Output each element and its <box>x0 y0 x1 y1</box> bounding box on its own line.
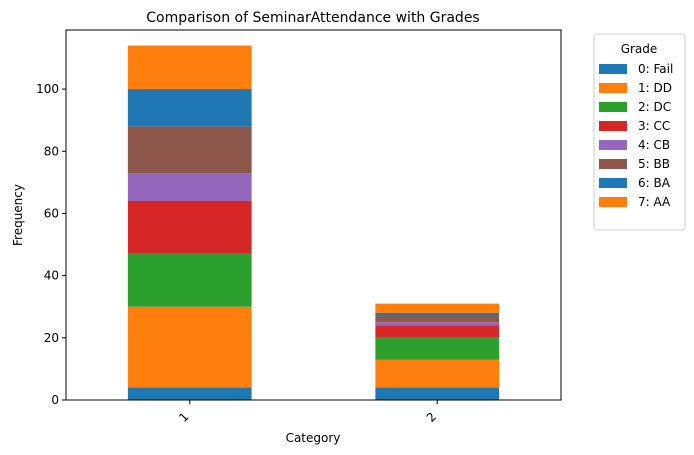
bar-segment-cat2-series3 <box>375 325 500 338</box>
bar-segment-cat2-series1 <box>375 359 500 388</box>
legend-swatch <box>599 159 627 169</box>
bar-segment-cat2-series0 <box>375 387 500 400</box>
y-axis: 0 20 40 60 80 100 <box>36 82 66 407</box>
y-tick-label: 80 <box>44 144 59 158</box>
legend-swatch <box>599 197 627 207</box>
y-tick-label: 60 <box>44 206 59 220</box>
x-axis-label: Category <box>286 431 341 445</box>
bar-segment-cat1-series4 <box>127 173 252 202</box>
legend-label: 2: DC <box>638 100 671 114</box>
x-tick-label: 1 <box>176 410 191 425</box>
bar-segment-cat2-series2 <box>375 337 500 360</box>
chart-title: Comparison of SeminarAttendance with Gra… <box>146 10 479 26</box>
bar-segment-cat1-series6 <box>127 89 252 127</box>
bar-segment-cat1-series7 <box>127 45 252 90</box>
bars-group <box>127 45 500 400</box>
legend-swatch <box>599 140 627 150</box>
legend-label: 4: CB <box>638 138 670 152</box>
y-tick-label: 0 <box>51 393 59 407</box>
legend-title: Grade <box>621 42 658 56</box>
y-tick-label: 100 <box>36 82 59 96</box>
bar-segment-cat1-series1 <box>127 306 252 388</box>
bar-segment-cat2-series4 <box>375 322 500 326</box>
legend-label: 0: Fail <box>638 62 673 76</box>
legend-swatch <box>599 102 627 112</box>
bar-segment-cat1-series5 <box>127 126 252 174</box>
bar-segment-cat1-series2 <box>127 253 252 307</box>
x-tick-label: 2 <box>424 410 439 425</box>
bar-segment-cat1-series0 <box>127 387 252 400</box>
legend-swatch <box>599 121 627 131</box>
legend-swatch <box>599 64 627 74</box>
y-axis-label: Frequency <box>11 184 25 246</box>
bar-segment-cat1-series3 <box>127 201 252 254</box>
bar-segment-cat2-series6 <box>375 312 500 317</box>
legend-label: 3: CC <box>638 119 670 133</box>
y-tick-label: 20 <box>44 331 59 345</box>
legend-label: 5: BB <box>638 157 670 171</box>
legend-label: 1: DD <box>638 81 672 95</box>
legend-label: 7: AA <box>638 195 671 209</box>
bar-segment-cat2-series5 <box>375 316 500 323</box>
legend: Grade 0: Fail 1: DD 2: DC 3: CC 4: CB 5: BB 6:… <box>593 33 686 231</box>
legend-swatch <box>599 178 627 188</box>
legend-label: 6: BA <box>638 176 671 190</box>
bar-segment-cat2-series7 <box>375 303 500 313</box>
y-tick-label: 40 <box>44 269 59 283</box>
plot-area-frame <box>65 29 562 401</box>
legend-swatch <box>599 83 627 93</box>
